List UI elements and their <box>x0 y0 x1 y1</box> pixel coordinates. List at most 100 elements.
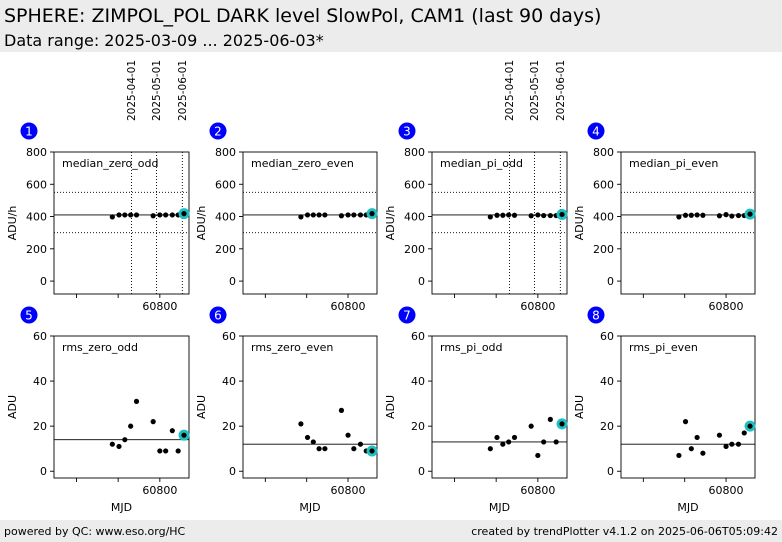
y-axis-label: ADU <box>6 395 19 419</box>
data-point <box>310 212 316 218</box>
data-point <box>181 432 187 438</box>
x-axis-label: MJD <box>299 501 320 514</box>
data-point <box>723 443 729 450</box>
footer-timestamp: created by trendPlotter v4.1.2 on 2025-0… <box>471 525 778 538</box>
data-point <box>682 419 689 425</box>
chart-panel-4: 4 0 200 400 600 800 60800 ADU/h median_pi_even <box>573 122 756 313</box>
panel-number: 3 <box>403 125 411 139</box>
chart-panel-7: 7 0 20 40 60 60800 ADU MJD rms_pi_odd <box>384 306 568 514</box>
data-point <box>181 211 187 217</box>
y-tick-label: 20 <box>600 420 614 433</box>
data-point <box>357 212 364 218</box>
data-point <box>729 441 735 447</box>
y-tick-label: 0 <box>40 275 47 288</box>
page-subtitle: Data range: 2025-03-09 ... 2025-06-03* <box>4 31 324 50</box>
x-tick-label: 60800 <box>709 484 744 497</box>
panel-number: 7 <box>403 309 411 323</box>
y-tick-label: 0 <box>418 465 425 478</box>
chart-panel-5: 5 0 20 40 60 60800 ADU MJD rms_zero_odd <box>6 306 190 514</box>
y-tick-label: 40 <box>33 375 47 388</box>
y-tick-label: 60 <box>411 330 425 343</box>
page-title: SPHERE: ZIMPOL_POL DARK level SlowPol, C… <box>4 5 602 27</box>
y-tick-label: 400 <box>215 211 236 224</box>
data-point <box>547 212 553 219</box>
y-tick-label: 40 <box>411 375 425 388</box>
date-marker-label: 2025-05-01 <box>529 60 541 121</box>
panel-title: median_zero_odd <box>62 157 158 170</box>
data-point <box>338 213 345 219</box>
y-tick-label: 20 <box>411 420 425 433</box>
y-tick-label: 200 <box>215 243 236 256</box>
y-tick-label: 600 <box>593 178 614 191</box>
data-point <box>541 439 547 445</box>
data-point <box>169 428 175 434</box>
data-point <box>304 434 311 441</box>
panel-badge <box>587 122 605 140</box>
data-point <box>559 211 565 218</box>
data-point <box>169 212 175 218</box>
y-tick-label: 0 <box>229 465 236 478</box>
y-tick-label: 60 <box>33 330 47 343</box>
y-axis-label: ADU <box>195 395 208 419</box>
header-bar: SPHERE: ZIMPOL_POL DARK level SlowPol, C… <box>0 0 782 52</box>
data-point <box>511 434 518 441</box>
data-point <box>682 212 689 218</box>
data-point <box>676 214 682 220</box>
panel-title: rms_zero_even <box>251 341 333 354</box>
data-point <box>157 212 163 218</box>
data-point <box>528 213 534 219</box>
y-tick-label: 0 <box>607 465 614 478</box>
data-point <box>735 212 742 219</box>
footer-credit: powered by QC: www.eso.org/HC <box>4 525 186 538</box>
panel-number: 1 <box>25 125 33 139</box>
panel-badge <box>587 306 605 324</box>
panel-badge <box>398 122 416 140</box>
data-point <box>310 439 316 445</box>
y-tick-label: 40 <box>600 375 614 388</box>
data-point <box>338 407 345 413</box>
data-point <box>351 212 357 218</box>
data-point <box>157 448 163 454</box>
y-tick-label: 0 <box>607 275 614 288</box>
footer-bar: powered by QC: www.eso.org/HC created by… <box>0 520 782 542</box>
panel-badge <box>398 306 416 324</box>
date-marker-label: 2025-05-01 <box>151 60 163 121</box>
axes-frame <box>620 151 756 295</box>
x-axis-label: MJD <box>111 501 132 514</box>
data-point <box>528 423 534 429</box>
data-point <box>369 211 375 217</box>
y-tick-label: 200 <box>404 243 425 256</box>
panel-title: median_pi_even <box>629 157 718 170</box>
x-axis-label: MJD <box>677 501 698 514</box>
panel-title: rms_pi_odd <box>440 341 503 354</box>
data-point <box>716 432 723 438</box>
x-tick-label: 60800 <box>331 300 366 313</box>
panel-number: 6 <box>214 309 222 323</box>
data-point <box>700 212 706 218</box>
data-point <box>547 416 553 422</box>
data-point <box>716 213 723 219</box>
data-point <box>351 446 357 452</box>
y-tick-label: 600 <box>404 178 425 191</box>
data-point <box>735 441 742 447</box>
y-axis-label: ADU/h <box>6 206 19 241</box>
data-point <box>700 450 706 456</box>
x-tick-label: 60800 <box>520 484 555 497</box>
data-point <box>150 419 156 425</box>
data-point <box>322 212 328 218</box>
data-point <box>729 213 735 219</box>
panel-number: 2 <box>214 125 222 139</box>
y-tick-label: 400 <box>593 211 614 224</box>
data-point <box>345 432 351 438</box>
date-marker-label: 2025-04-01 <box>126 60 138 121</box>
data-point <box>357 441 364 447</box>
panel-badge <box>209 122 227 140</box>
chart-panel-2: 2 0 200 400 600 800 60800 ADU/h median_zero_even <box>195 122 378 313</box>
date-marker-label: 2025-04-01 <box>504 60 516 121</box>
axes-frame <box>242 335 378 479</box>
data-point <box>369 448 375 454</box>
axes-frame <box>620 335 756 479</box>
data-point <box>322 446 328 452</box>
data-point <box>688 212 694 218</box>
